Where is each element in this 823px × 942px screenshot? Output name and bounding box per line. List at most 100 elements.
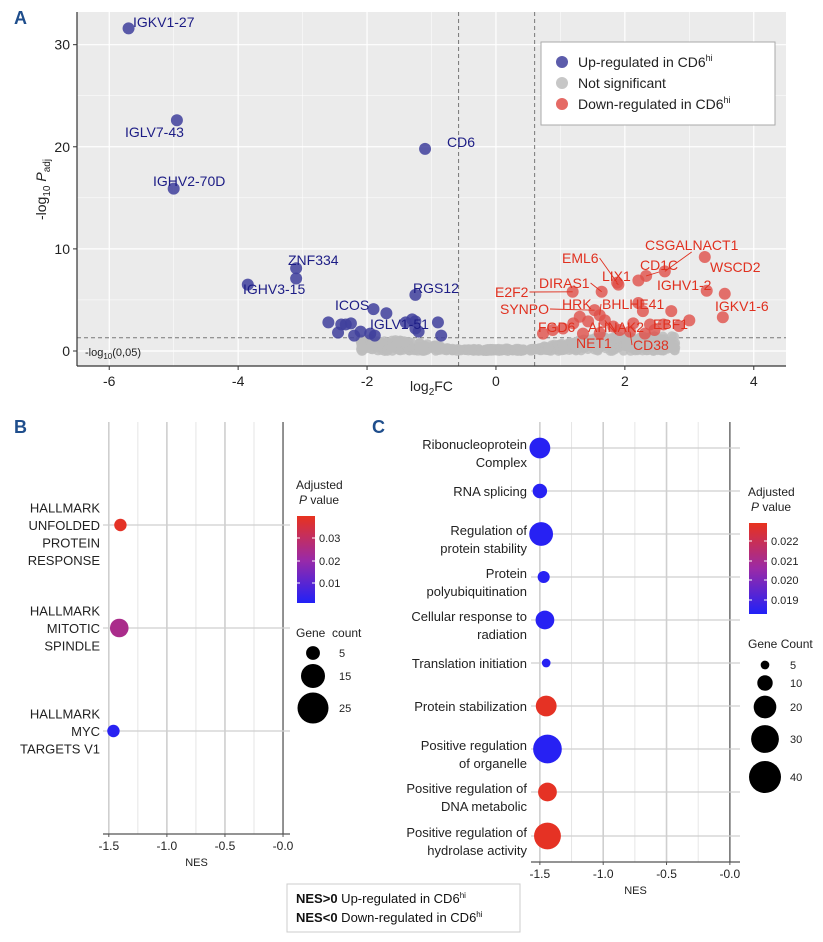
term-label: Positive regulation of	[406, 781, 527, 796]
legend-label: Down-regulated in CD6hi	[578, 95, 731, 112]
down-point	[556, 322, 569, 335]
size-legend-label: 5	[339, 648, 345, 660]
term-label: RESPONSE	[28, 553, 101, 568]
term-label: protein stability	[440, 541, 527, 556]
size-legend-dot	[760, 660, 770, 670]
label-leader-line	[590, 282, 602, 293]
x-axis-title: NES	[185, 857, 208, 869]
text-part: NES>0	[296, 891, 338, 906]
up-point	[290, 262, 303, 275]
up-point	[167, 182, 180, 195]
ns-point	[400, 337, 411, 348]
legend-swatch	[556, 98, 568, 110]
up-point	[409, 288, 422, 301]
label-leader-line	[599, 303, 602, 316]
term-dot	[541, 658, 551, 668]
x-tick-label: -1.5	[530, 867, 551, 881]
term-label: SPINDLE	[44, 639, 100, 654]
gene-label: DIRAS1	[539, 275, 590, 291]
ns-point	[485, 343, 496, 354]
term-dot	[532, 483, 548, 499]
text-part: Down-regulated in CD6	[578, 96, 724, 112]
term-label: Positive regulation	[421, 738, 527, 753]
ns-point	[386, 343, 397, 354]
x-tick-label: -1.5	[98, 839, 119, 853]
down-point	[582, 315, 595, 328]
color-bar	[749, 523, 767, 614]
text-part: P	[33, 172, 49, 186]
gene-label: AHNAK2	[588, 319, 644, 335]
gene-label: E2F2	[495, 284, 529, 300]
up-regulated-points	[122, 22, 448, 342]
text-part: FC	[434, 378, 453, 394]
label-leader-line	[629, 331, 633, 346]
ns-point	[567, 338, 578, 349]
text-part: (0,05)	[112, 347, 141, 359]
y-tick-label: 30	[54, 37, 70, 53]
ns-point	[665, 342, 676, 353]
label-leader-line	[550, 308, 595, 311]
term-label: HALLMARK	[30, 501, 100, 516]
gsea-dotplot-c: -1.5 -1.0 -0.5 -0.0 NES Ribonucleoprotein Comp…	[406, 422, 813, 897]
ns-point	[654, 335, 665, 346]
x-tick-label: -0.0	[720, 867, 741, 881]
ns-point	[447, 343, 458, 354]
x-tick-label: -1.0	[593, 867, 614, 881]
gene-label: IGHV3-15	[243, 281, 305, 297]
label-leader-line	[604, 320, 617, 335]
down-point	[657, 318, 670, 331]
term-dot	[534, 822, 561, 850]
ns-point	[440, 343, 451, 354]
size-legend-dot	[297, 692, 329, 724]
up-point	[367, 303, 380, 316]
x-tick-label: -0.5	[215, 839, 236, 853]
text-part: Adjusted	[748, 485, 795, 499]
term-label: Translation initiation	[412, 656, 527, 671]
ns-point	[455, 345, 466, 356]
panel-label-a: A	[14, 8, 27, 28]
term-label: Complex	[476, 455, 528, 470]
down-point	[718, 287, 731, 300]
legend-swatch	[556, 56, 568, 68]
term-label: MITOTIC	[47, 621, 100, 636]
legend-label: Not significant	[578, 75, 666, 91]
up-point	[290, 272, 303, 285]
color-legend-title: P value	[751, 500, 791, 514]
term-label: PROTEIN	[42, 536, 100, 551]
down-point	[593, 327, 606, 340]
size-legend-label: 20	[790, 702, 802, 714]
size-legend-dot	[753, 695, 777, 719]
up-point	[122, 22, 135, 35]
x-tick-label: 0	[492, 373, 500, 389]
term-label: MYC	[71, 724, 100, 739]
text-part: hi	[706, 53, 713, 63]
text-part: hi	[476, 910, 482, 919]
term-dot	[529, 437, 551, 459]
not-significant-points	[355, 331, 681, 356]
down-point	[683, 314, 696, 327]
text-part: Down-regulated in CD6	[338, 910, 477, 925]
ns-point	[630, 335, 641, 346]
label-leader-line	[616, 282, 619, 285]
gene-label: CD6	[447, 134, 475, 150]
ns-point	[428, 340, 439, 351]
term-dot	[529, 522, 554, 546]
ns-point	[518, 344, 529, 355]
term-dot	[537, 570, 550, 584]
term-label: Protein stabilization	[414, 699, 527, 714]
size-legend-title: Gene Count	[748, 637, 813, 651]
up-point	[368, 329, 381, 342]
term-label: polyubiquitination	[427, 584, 527, 599]
down-point	[546, 324, 559, 337]
label-leader-line	[599, 257, 618, 283]
color-bar-label: 0.020	[771, 575, 799, 587]
size-legend-dot	[751, 725, 779, 753]
term-label: Positive regulation of	[406, 825, 527, 840]
down-point	[716, 311, 729, 324]
up-point	[435, 329, 448, 342]
gene-label: IGHV2-70D	[153, 173, 225, 189]
ns-point	[654, 343, 665, 354]
legend-swatch	[556, 77, 568, 89]
down-point	[537, 327, 550, 340]
